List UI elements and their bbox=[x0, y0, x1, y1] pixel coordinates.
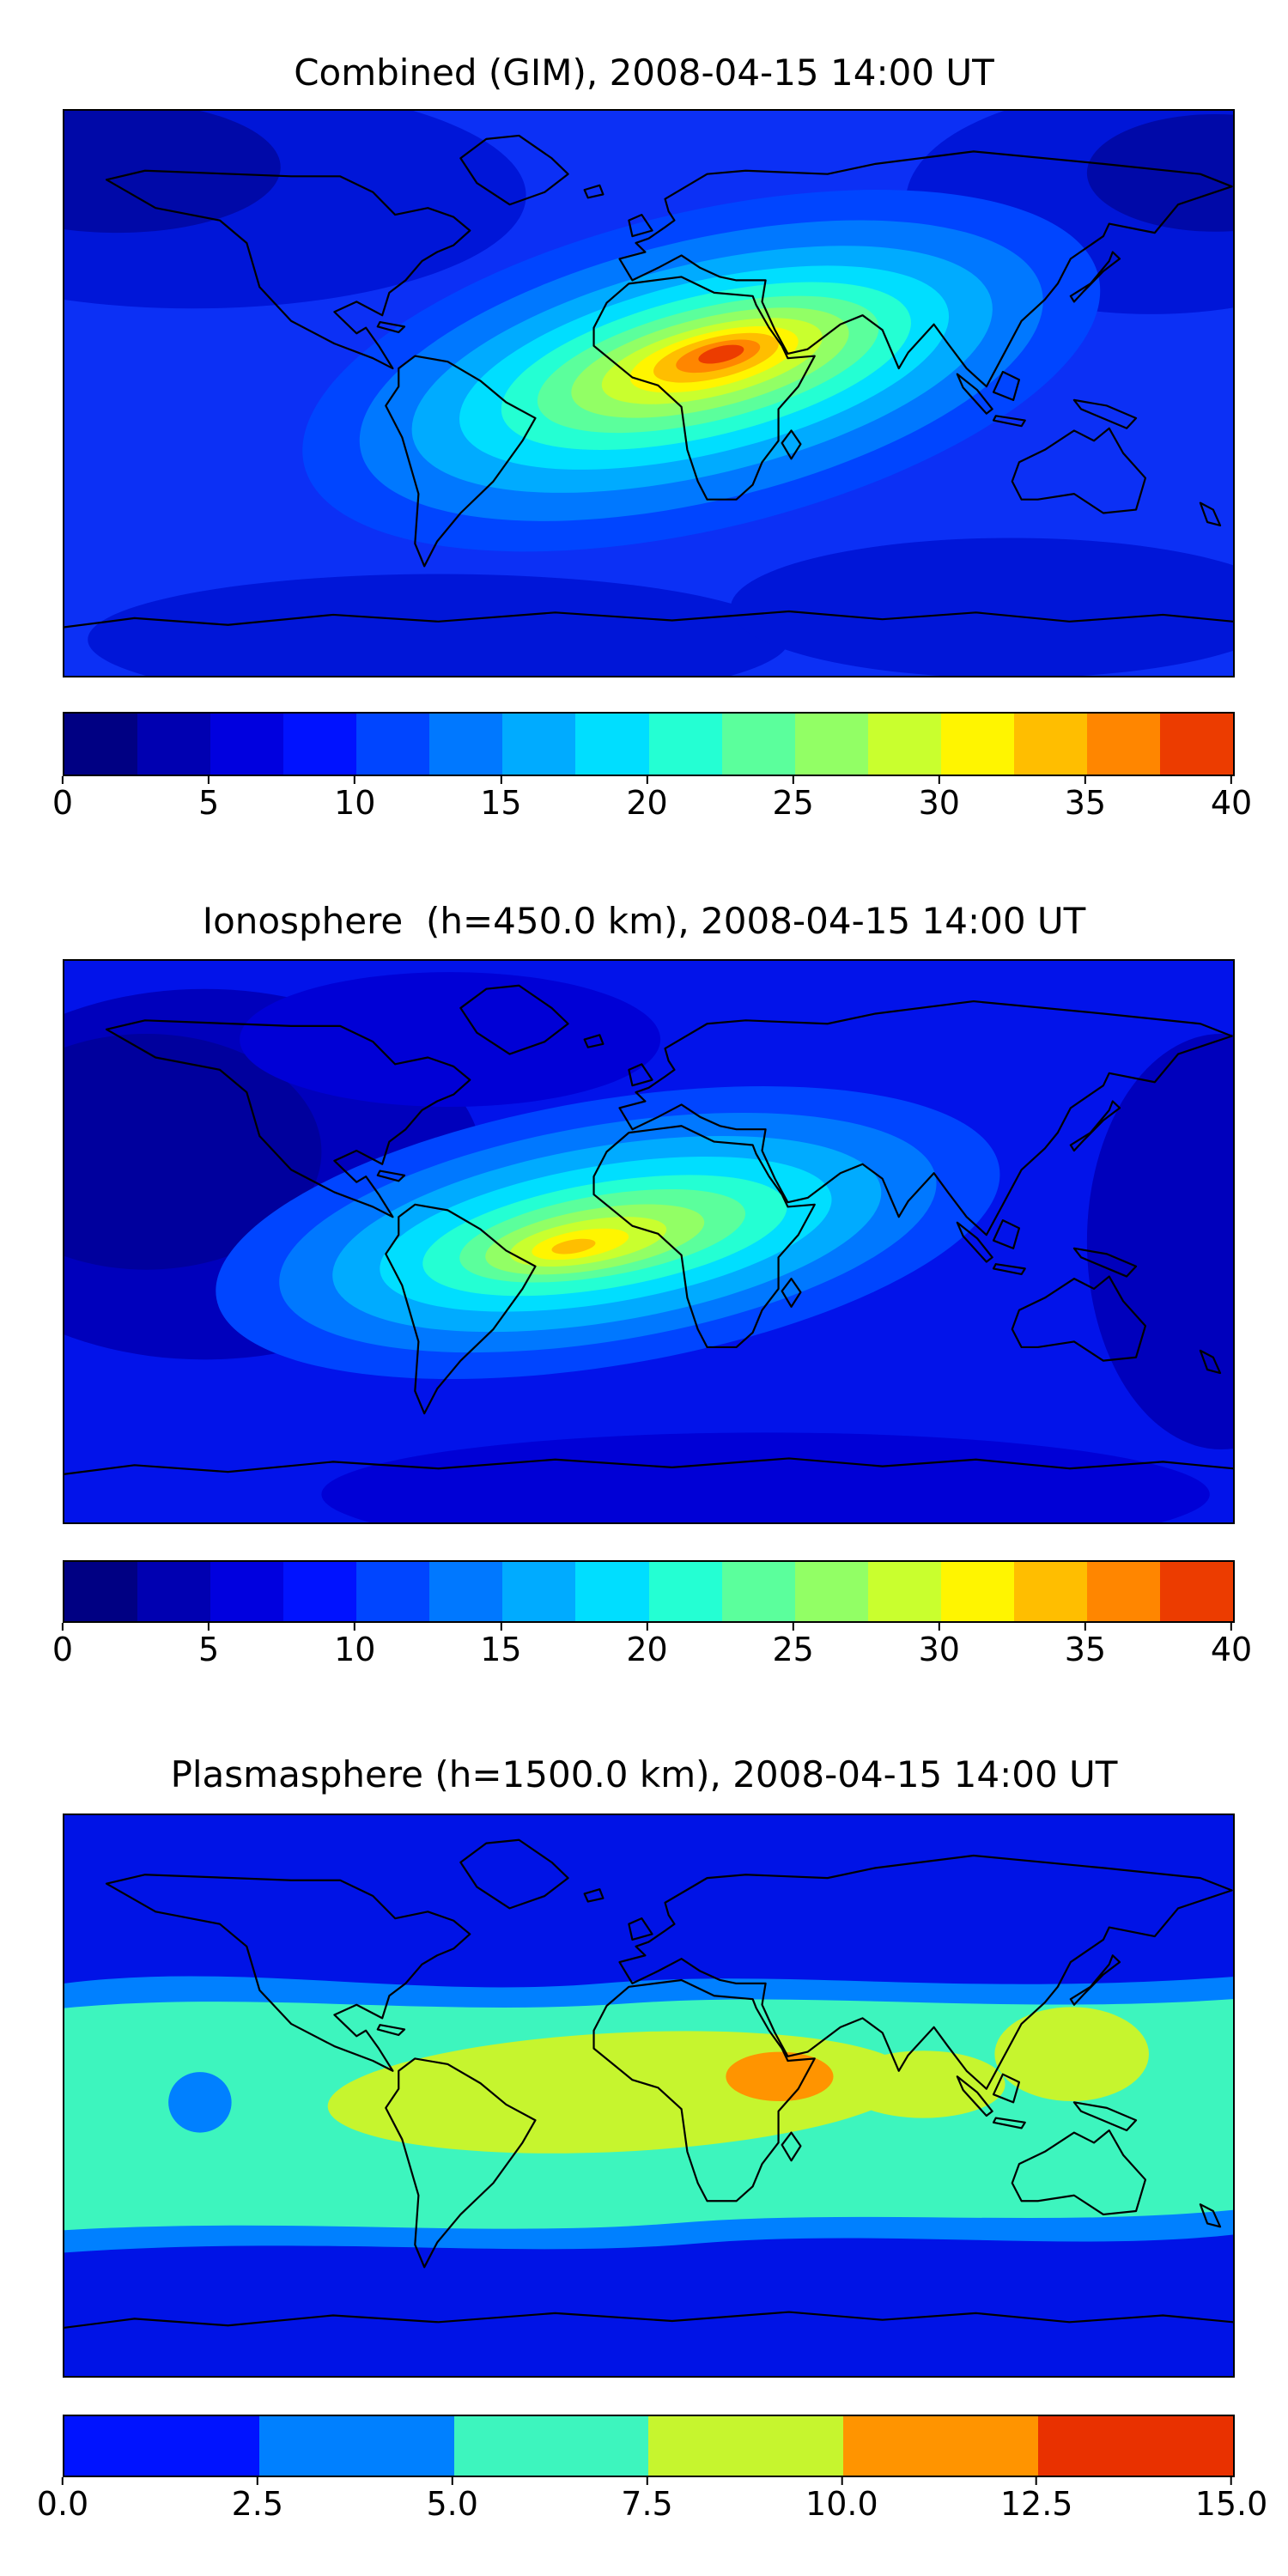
colorbar-tick-label: 25 bbox=[772, 1623, 813, 1666]
colorbar-segment bbox=[1159, 1562, 1233, 1621]
colorbar-tick-label: 0 bbox=[52, 776, 73, 819]
panel-ionosphere-colorbar-ticks: 0 5 10 15 20 25 30 35 40 bbox=[52, 1623, 1252, 1666]
colorbar-segment bbox=[64, 2416, 259, 2476]
colorbar-segment bbox=[794, 1562, 868, 1621]
panel-plasmasphere-map bbox=[63, 1814, 1235, 2378]
world-map-plasmasphere bbox=[64, 1815, 1233, 2376]
colorbar-tick-label: 30 bbox=[919, 776, 960, 819]
colorbar-segment bbox=[575, 714, 649, 775]
pacific-depletion-spot bbox=[168, 2072, 232, 2133]
colorbar-segment bbox=[502, 714, 576, 775]
panel-plasmasphere-colorbar bbox=[63, 2415, 1235, 2477]
colorbar-tick-label: 40 bbox=[1211, 776, 1252, 819]
colorbar-segment bbox=[1038, 2416, 1233, 2476]
colorbar-segment bbox=[1159, 714, 1233, 775]
panel-plasmasphere-colorbar-ticks: 0.0 2.5 5.0 7.5 10.0 12.5 15.0 bbox=[37, 2477, 1268, 2520]
colorbar-segment bbox=[283, 1562, 357, 1621]
colorbar-tick-label: 40 bbox=[1211, 1623, 1252, 1666]
colorbar-segment bbox=[356, 714, 430, 775]
colorbar-tick-label: 5 bbox=[198, 1623, 219, 1666]
panel-ionosphere-title: Ionosphere (h=450.0 km), 2008-04-15 14:0… bbox=[202, 900, 1086, 942]
colorbar-tick-label: 15 bbox=[480, 1623, 521, 1666]
colorbar-tick-label: 7.5 bbox=[621, 2477, 672, 2520]
colorbar-tick-label: 15 bbox=[480, 776, 521, 819]
colorbar-segment bbox=[1086, 714, 1160, 775]
colorbar-tick-label: 15.0 bbox=[1195, 2477, 1268, 2520]
colorbar-tick-label: 5.0 bbox=[426, 2477, 477, 2520]
colorbar-segment bbox=[575, 1562, 649, 1621]
colorbar-tick-label: 10 bbox=[334, 1623, 375, 1666]
colorbar-tick-label: 12.5 bbox=[1000, 2477, 1073, 2520]
colorbar-segment bbox=[1086, 1562, 1160, 1621]
colorbar-segment bbox=[210, 714, 284, 775]
colorbar-tick-label: 20 bbox=[626, 776, 667, 819]
colorbar-segment bbox=[258, 2416, 454, 2476]
colorbar-tick-label: 2.5 bbox=[232, 2477, 283, 2520]
colorbar-segment bbox=[648, 2416, 844, 2476]
colorbar-segment bbox=[1013, 714, 1087, 775]
colorbar-segment bbox=[1013, 1562, 1087, 1621]
colorbar-segment bbox=[867, 1562, 941, 1621]
colorbar-tick-label: 0.0 bbox=[37, 2477, 88, 2520]
panel-combined-title: Combined (GIM), 2008-04-15 14:00 UT bbox=[294, 52, 994, 94]
combined-hotspot-contours bbox=[302, 190, 1101, 552]
colorbar-segment bbox=[64, 1562, 138, 1621]
colorbar-tick-label: 10.0 bbox=[805, 2477, 878, 2520]
colorbar-segment bbox=[940, 714, 1014, 775]
colorbar-tick-label: 30 bbox=[919, 1623, 960, 1666]
colorbar-segment bbox=[794, 714, 868, 775]
colorbar-tick-label: 20 bbox=[626, 1623, 667, 1666]
colorbar-segment bbox=[843, 2416, 1039, 2476]
colorbar-tick-label: 35 bbox=[1065, 1623, 1106, 1666]
colorbar-segment bbox=[137, 1562, 211, 1621]
colorbar-tick-label: 5 bbox=[198, 776, 219, 819]
colorbar-segment bbox=[453, 2416, 649, 2476]
colorbar-segment bbox=[648, 1562, 722, 1621]
panel-combined-map bbox=[63, 109, 1235, 677]
plasma-peak bbox=[726, 2051, 834, 2102]
panel-plasmasphere-title: Plasmasphere (h=1500.0 km), 2008-04-15 1… bbox=[170, 1753, 1118, 1795]
colorbar-segment bbox=[429, 714, 503, 775]
colorbar-segment bbox=[867, 714, 941, 775]
east-asia-enhancement bbox=[994, 2007, 1150, 2102]
colorbar-segment bbox=[356, 1562, 430, 1621]
colorbar-segment bbox=[721, 714, 795, 775]
colorbar-segment bbox=[502, 1562, 576, 1621]
colorbar-segment bbox=[648, 714, 722, 775]
panel-combined-colorbar bbox=[63, 712, 1235, 776]
colorbar-tick-label: 0 bbox=[52, 1623, 73, 1666]
panel-ionosphere-colorbar bbox=[63, 1560, 1235, 1623]
panel-ionosphere-map bbox=[63, 959, 1235, 1524]
colorbar-segment bbox=[283, 714, 357, 775]
colorbar-segment bbox=[429, 1562, 503, 1621]
colorbar-tick-label: 35 bbox=[1065, 776, 1106, 819]
colorbar-segment bbox=[721, 1562, 795, 1621]
world-map-ionosphere bbox=[64, 961, 1233, 1522]
colorbar-tick-label: 25 bbox=[772, 776, 813, 819]
colorbar-segment bbox=[210, 1562, 284, 1621]
colorbar-segment bbox=[940, 1562, 1014, 1621]
colorbar-segment bbox=[137, 714, 211, 775]
panel-combined-colorbar-ticks: 0 5 10 15 20 25 30 35 40 bbox=[52, 776, 1252, 819]
colorbar-tick-label: 10 bbox=[334, 776, 375, 819]
world-map-combined bbox=[64, 111, 1233, 676]
colorbar-segment bbox=[64, 714, 138, 775]
